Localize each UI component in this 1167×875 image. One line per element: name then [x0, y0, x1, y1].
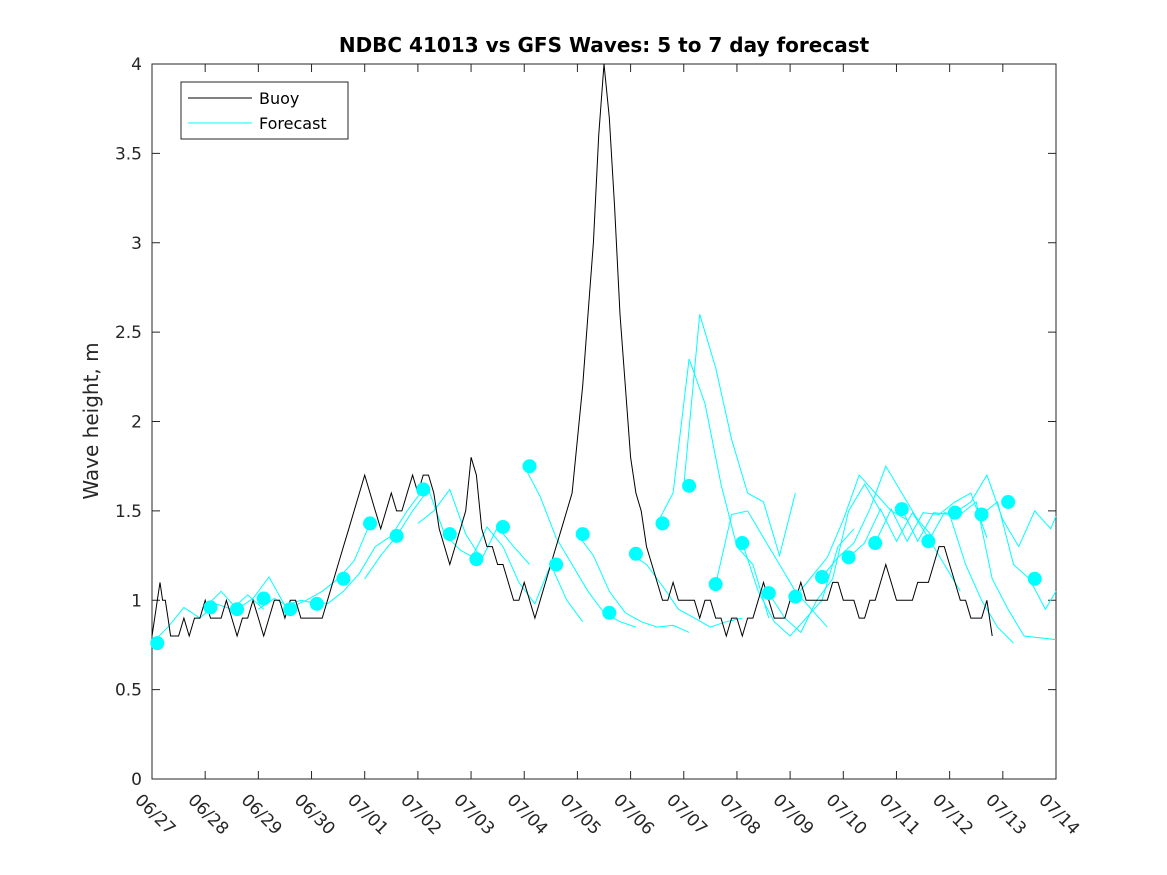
forecast-point	[256, 591, 271, 606]
y-axis-label: Wave height, m	[79, 342, 103, 499]
y-tick-label: 2.5	[115, 323, 142, 343]
legend-label-forecast: Forecast	[259, 114, 327, 133]
forecast-point	[283, 602, 298, 617]
forecast-series-line	[576, 533, 690, 633]
x-tick-label: 06/27	[130, 790, 179, 839]
x-tick-label: 07/13	[981, 790, 1030, 839]
y-axis: 0 0.5 1 1.5 2 2.5 3 3.5 4	[115, 55, 1056, 790]
legend-label-buoy: Buoy	[259, 89, 299, 108]
forecast-point	[230, 602, 245, 617]
y-tick-label: 2	[131, 413, 142, 433]
forecast-point	[442, 527, 457, 542]
forecast-series-line	[821, 465, 935, 578]
forecast-point	[682, 478, 697, 493]
forecast-markers	[150, 459, 1042, 651]
x-tick-label: 06/30	[290, 790, 339, 839]
y-tick-label: 0	[131, 770, 142, 790]
forecast-point	[1027, 571, 1042, 586]
series-layer	[151, 63, 1057, 644]
x-tick-label: 07/03	[450, 790, 499, 839]
forecast-series-line	[741, 528, 855, 637]
legend-box	[180, 81, 349, 140]
forecast-point	[921, 534, 936, 549]
x-tick-label: 07/10	[822, 790, 871, 839]
forecast-point	[495, 519, 510, 534]
forecast-point	[735, 536, 750, 551]
forecast-point	[416, 482, 431, 497]
forecast-point	[708, 577, 723, 592]
forecast-point	[788, 589, 803, 604]
forecast-series-line	[954, 473, 1057, 548]
forecast-point	[841, 550, 856, 565]
y-tick-label: 1.5	[115, 502, 142, 522]
forecast-point	[868, 536, 883, 551]
x-tick-label: 07/02	[396, 790, 445, 839]
y-tick-label: 4	[131, 55, 142, 75]
forecast-point	[203, 600, 218, 615]
forecast-point	[150, 636, 165, 651]
y-tick-label: 3	[131, 234, 142, 254]
x-tick-label: 07/11	[875, 790, 924, 839]
forecast-point	[894, 502, 909, 517]
plot-area	[151, 63, 1057, 780]
forecast-series-line	[630, 553, 743, 628]
forecast-series-line	[795, 474, 908, 598]
forecast-series-line	[364, 488, 477, 580]
forecast-point	[549, 557, 564, 572]
forecast-series-line	[523, 465, 637, 628]
forecast-point	[1001, 494, 1016, 509]
y-tick-label: 1	[131, 591, 142, 611]
x-tick-label: 07/08	[715, 790, 764, 839]
x-tick-label: 06/29	[237, 790, 286, 839]
forecast-series-line	[768, 483, 881, 634]
forecast-point	[575, 527, 590, 542]
forecast-series-line	[874, 492, 988, 544]
chart-title: NDBC 41013 vs GFS Waves: 5 to 7 day fore…	[339, 33, 870, 57]
forecast-series-line	[470, 526, 584, 622]
forecast-point	[628, 546, 643, 561]
forecast-point	[602, 605, 617, 620]
x-tick-label: 07/09	[769, 790, 818, 839]
forecast-series-line	[311, 489, 424, 605]
forecast-point	[761, 586, 776, 601]
x-tick-label: 07/05	[556, 790, 605, 839]
forecast-point	[336, 571, 351, 586]
forecast-point	[655, 516, 670, 531]
forecast-series-line	[715, 510, 828, 628]
forecast-point	[309, 596, 324, 611]
forecast-series-line	[848, 507, 961, 592]
forecast-point	[389, 528, 404, 543]
forecast-point	[469, 552, 484, 567]
y-tick-label: 3.5	[115, 144, 142, 164]
forecast-point	[522, 459, 537, 474]
y-tick-label: 0.5	[115, 681, 142, 701]
forecast-series-line	[204, 576, 317, 610]
x-tick-label: 07/04	[503, 790, 552, 839]
forecast-series-line	[901, 508, 1014, 644]
forecast-series-line	[417, 488, 530, 565]
forecast-point	[815, 570, 830, 585]
x-tick-label: 06/28	[184, 790, 233, 839]
forecast-series-line	[981, 501, 1057, 611]
x-tick-label: 07/07	[662, 790, 711, 839]
buoy-series-line	[151, 63, 993, 638]
x-tick-label: 07/12	[928, 790, 977, 839]
forecast-point	[363, 516, 378, 531]
x-tick-label: 07/14	[1034, 790, 1083, 839]
forecast-series-line	[927, 501, 1057, 641]
legend: Buoy Forecast	[180, 81, 349, 140]
forecast-series-line	[683, 314, 796, 558]
forecast-series-line	[656, 358, 770, 619]
x-tick-label: 07/06	[609, 790, 658, 839]
forecast-point	[974, 507, 989, 522]
forecast-point	[947, 505, 962, 520]
x-tick-label: 07/01	[343, 790, 392, 839]
